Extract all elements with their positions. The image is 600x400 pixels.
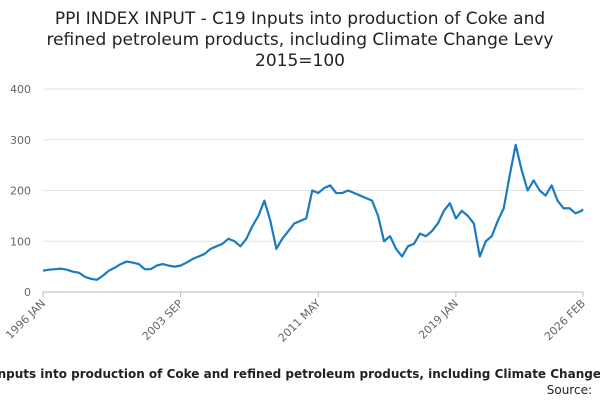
- data-line: [42, 143, 584, 281]
- y-tick-label: 200: [10, 185, 31, 198]
- x-tick-label: 1996 JAN: [3, 297, 48, 342]
- chart-title: PPI INDEX INPUT - C19 Inputs into produc…: [55, 9, 545, 29]
- caption: C19 Inputs into production of Coke and r…: [0, 367, 600, 381]
- x-tick-label: 2003 SEP: [140, 297, 186, 343]
- y-tick-label: 100: [10, 235, 31, 248]
- x-tick-label: 2019 JAN: [416, 297, 461, 342]
- x-tick-label: 2026 FEB: [542, 297, 588, 343]
- y-tick-label: 300: [10, 134, 31, 147]
- x-tick-label: 2011 MAY: [276, 297, 324, 345]
- y-tick-label: 400: [10, 83, 31, 96]
- chart-title: 2015=100: [255, 51, 345, 71]
- source: Source:: [547, 383, 592, 397]
- chart-title: refined petroleum products, including Cl…: [46, 30, 553, 50]
- y-tick-label: 0: [24, 286, 31, 299]
